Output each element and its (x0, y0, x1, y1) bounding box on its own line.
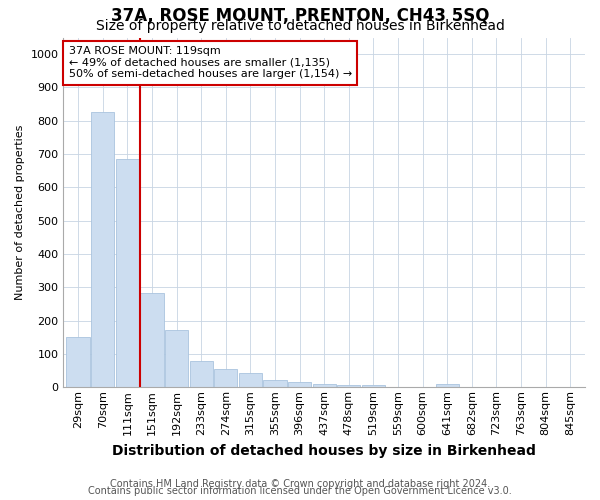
Bar (313, 384, 336, 388)
Text: Contains HM Land Registry data © Crown copyright and database right 2024.: Contains HM Land Registry data © Crown c… (110, 479, 490, 489)
Bar (116, 159, 139, 388)
Bar (140, 293, 164, 388)
Bar (190, 362, 213, 388)
Bar (67, 338, 90, 388)
X-axis label: Distribution of detached houses by size in Birkenhead: Distribution of detached houses by size … (112, 444, 536, 458)
Bar (214, 369, 238, 388)
Bar (436, 384, 459, 388)
Text: Size of property relative to detached houses in Birkenhead: Size of property relative to detached ho… (95, 19, 505, 33)
Text: 37A, ROSE MOUNT, PRENTON, CH43 5SQ: 37A, ROSE MOUNT, PRENTON, CH43 5SQ (111, 8, 489, 26)
Bar (165, 330, 188, 388)
Bar (337, 384, 361, 388)
Text: 37A ROSE MOUNT: 119sqm
← 49% of detached houses are smaller (1,135)
50% of semi-: 37A ROSE MOUNT: 119sqm ← 49% of detached… (68, 46, 352, 80)
Y-axis label: Number of detached properties: Number of detached properties (15, 124, 25, 300)
Bar (91, 112, 115, 388)
Bar (288, 382, 311, 388)
Bar (362, 384, 385, 388)
Bar (263, 380, 287, 388)
Text: Contains public sector information licensed under the Open Government Licence v3: Contains public sector information licen… (88, 486, 512, 496)
Bar (239, 372, 262, 388)
